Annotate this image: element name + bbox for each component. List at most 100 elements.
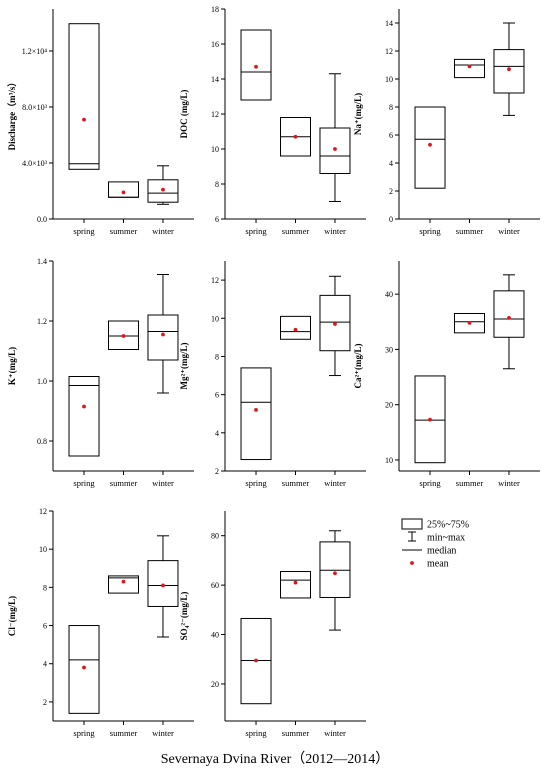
x-tick-label: spring xyxy=(73,226,95,236)
y-tick-label: 10 xyxy=(385,75,393,84)
x-tick-label: spring xyxy=(73,478,95,488)
box-summer: summer xyxy=(280,315,311,488)
y-tick-label: 14 xyxy=(385,19,393,28)
iqr-box xyxy=(147,314,179,361)
iqr-box xyxy=(147,560,179,607)
chart-panel-4: 0.8 1.0 1.2 1.4 K⁺(mg/L) spring summer winter xyxy=(7,257,194,488)
x-tick-label: spring xyxy=(419,226,441,236)
figure-caption: Severnaya Dvina River（2012—2014） xyxy=(160,752,390,767)
x-tick-label: winter xyxy=(152,478,174,488)
y-tick-label: 1.0 xyxy=(37,377,47,386)
mean-point xyxy=(333,147,337,151)
y-axis-title: Discharge（m³/s） xyxy=(7,78,17,151)
y-tick-label: 2 xyxy=(389,187,393,196)
x-tick-label: summer xyxy=(282,478,310,488)
y-tick-label: 10 xyxy=(211,145,219,154)
x-tick-label: spring xyxy=(73,728,95,738)
mean-point xyxy=(82,665,86,670)
chart-panel-8: 20 40 60 80 SO₄²⁻(mg/L) spring summer winter xyxy=(179,511,366,738)
box-summer: summer xyxy=(280,117,311,236)
iqr-box xyxy=(108,181,139,198)
box-summer: summer xyxy=(108,575,139,738)
y-tick-label: 6 xyxy=(389,131,393,140)
box-spring: spring xyxy=(68,23,100,236)
x-tick-label: summer xyxy=(456,478,484,488)
y-tick-label: 2 xyxy=(215,467,219,476)
iqr-box xyxy=(240,367,272,461)
x-tick-label: spring xyxy=(245,728,267,738)
legend-label: 25%~75% xyxy=(427,520,469,531)
mean-point xyxy=(507,67,511,72)
iqr-box xyxy=(68,23,100,170)
mean-point xyxy=(293,327,298,332)
iqr-box xyxy=(414,106,446,189)
legend-mean-swatch xyxy=(410,561,414,565)
y-tick-label: 1.2 xyxy=(37,317,47,326)
box-spring: spring xyxy=(414,375,446,488)
legend-label: mean xyxy=(427,559,449,570)
box-summer: summer xyxy=(454,313,485,488)
y-tick-label: 10 xyxy=(39,545,47,554)
y-axis-title: Ca²⁺(mg/L) xyxy=(353,344,363,389)
mean-point xyxy=(333,571,337,576)
chart-panel-6: 10 20 30 40 Ca²⁺(mg/L) spring summer winter xyxy=(353,261,540,488)
x-tick-label: winter xyxy=(324,226,346,236)
box-summer: summer xyxy=(108,181,139,236)
y-tick-label: 40 xyxy=(211,631,219,640)
legend-item-box: 25%~75% xyxy=(401,518,469,531)
iqr-box xyxy=(280,315,311,340)
mean-point xyxy=(293,134,298,139)
y-tick-label: 12 xyxy=(211,276,219,285)
x-tick-label: summer xyxy=(110,478,138,488)
x-tick-label: summer xyxy=(282,728,310,738)
x-tick-label: summer xyxy=(110,226,138,236)
y-tick-label: 0 xyxy=(389,215,393,224)
y-tick-label: 10 xyxy=(211,314,219,323)
box-spring: spring xyxy=(240,367,272,488)
x-tick-label: summer xyxy=(110,728,138,738)
y-tick-label: 8 xyxy=(389,103,393,112)
y-tick-label: 16 xyxy=(211,40,219,49)
mean-point xyxy=(161,187,165,192)
box-spring: spring xyxy=(240,29,272,236)
iqr-box xyxy=(319,541,351,598)
y-tick-label: 40 xyxy=(385,290,393,299)
iqr-box xyxy=(108,575,139,594)
legend-item-median: median xyxy=(402,546,456,557)
chart-panel-7: 2 4 6 8 10 12 Cl⁻(mg/L) spring summer winter xyxy=(7,507,194,738)
box-winter: winter xyxy=(147,165,179,236)
x-tick-label: summer xyxy=(456,226,484,236)
mean-point xyxy=(161,332,165,337)
y-tick-label: 14 xyxy=(211,75,219,84)
x-tick-label: winter xyxy=(324,728,346,738)
y-tick-label: 0.8 xyxy=(37,437,47,446)
x-tick-label: winter xyxy=(152,226,174,236)
box-winter: winter xyxy=(147,535,179,738)
y-axis-title: DOC (mg/L) xyxy=(179,90,189,139)
x-tick-label: spring xyxy=(419,478,441,488)
iqr-box xyxy=(108,320,139,350)
box-summer: summer xyxy=(454,58,485,236)
legend-label: median xyxy=(427,546,456,557)
box-winter: winter xyxy=(319,275,351,488)
y-tick-label: 20 xyxy=(385,401,393,410)
x-tick-label: spring xyxy=(245,478,267,488)
box-summer: summer xyxy=(280,571,311,738)
box-winter: winter xyxy=(493,22,525,236)
y-tick-label: 1.2×10⁴ xyxy=(22,47,48,56)
y-tick-label: 6 xyxy=(215,391,219,400)
y-axis-title: Mg²⁺(mg/L) xyxy=(179,343,189,390)
y-tick-label: 8 xyxy=(215,352,219,361)
y-tick-label: 20 xyxy=(211,680,219,689)
y-tick-label: 12 xyxy=(211,110,219,119)
x-tick-label: summer xyxy=(282,226,310,236)
mean-point xyxy=(293,580,298,585)
y-tick-label: 80 xyxy=(211,532,219,541)
mean-point xyxy=(507,316,511,320)
legend-label: min~max xyxy=(427,533,465,544)
box-winter: winter xyxy=(147,274,179,488)
y-tick-label: 1.4 xyxy=(37,257,47,266)
y-tick-label: 4 xyxy=(43,660,47,669)
box-spring: spring xyxy=(240,617,272,738)
y-tick-label: 6 xyxy=(215,215,219,224)
